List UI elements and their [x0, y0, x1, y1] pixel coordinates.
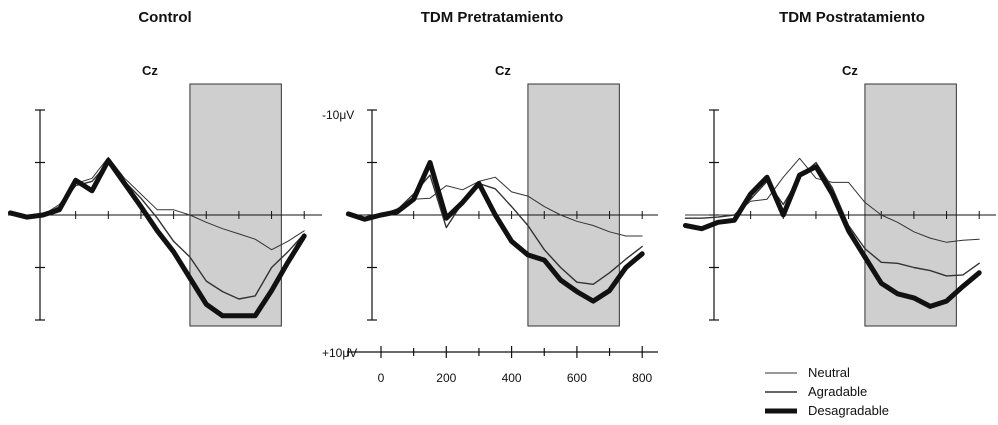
x-tick-label: 600 — [567, 371, 587, 385]
electrode-label-postratamiento: Cz — [842, 63, 858, 78]
series-line-desagradable — [7, 157, 307, 319]
panel-pretratamiento — [345, 83, 658, 327]
electrode-label-pretratamiento: Cz — [495, 63, 511, 78]
x-tick-label: 800 — [632, 371, 652, 385]
series-line-agradable — [684, 161, 980, 277]
shaded-window — [189, 83, 282, 327]
series-line-desagradable — [345, 160, 645, 304]
legend-label-neutral: Neutral — [808, 365, 850, 380]
series-line-desagradable — [682, 164, 982, 309]
x-tick-label: 200 — [436, 371, 456, 385]
electrode-label-control: Cz — [142, 63, 158, 78]
panel-title-postratamiento: TDM Postratamiento — [779, 9, 925, 26]
panel-control — [7, 83, 322, 327]
y-tick-label-top: -10μV — [322, 108, 354, 122]
x-tick-label: 0 — [378, 371, 385, 385]
shaded-window — [864, 83, 957, 327]
shaded-window — [527, 83, 620, 327]
x-tick-label: 400 — [502, 371, 522, 385]
legend: Neutral Agradable Desagradable — [765, 365, 889, 418]
y-tick-label-bottom: +10μV — [322, 346, 357, 360]
panel-title-control: Control — [138, 9, 191, 26]
legend-label-agradable: Agradable — [808, 384, 867, 399]
series-line-neutral — [9, 156, 305, 251]
panel-title-pretratamiento: TDM Pretratamiento — [421, 9, 564, 26]
panel-postratamiento — [682, 83, 996, 327]
time-axis: 0 200 400 600 800 — [347, 346, 658, 385]
legend-label-desagradable: Desagradable — [808, 403, 889, 418]
